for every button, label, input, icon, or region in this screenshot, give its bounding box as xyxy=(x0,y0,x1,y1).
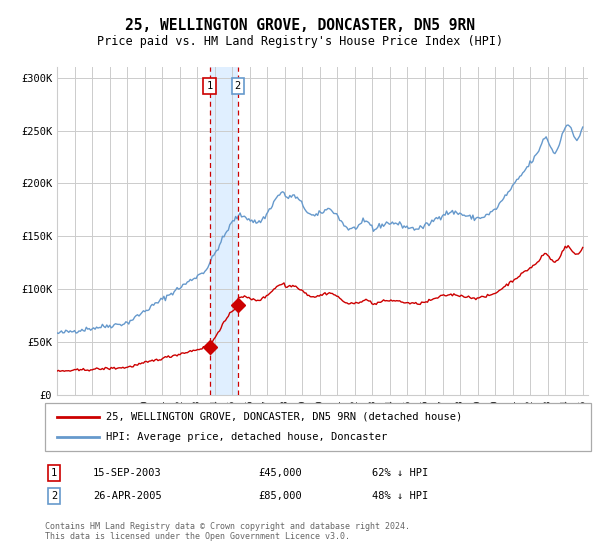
Text: 25, WELLINGTON GROVE, DONCASTER, DN5 9RN (detached house): 25, WELLINGTON GROVE, DONCASTER, DN5 9RN… xyxy=(106,412,463,422)
Text: £85,000: £85,000 xyxy=(258,491,302,501)
Text: HPI: Average price, detached house, Doncaster: HPI: Average price, detached house, Donc… xyxy=(106,432,388,442)
Text: £45,000: £45,000 xyxy=(258,468,302,478)
Text: 15-SEP-2003: 15-SEP-2003 xyxy=(93,468,162,478)
Text: 2: 2 xyxy=(235,81,241,91)
Bar xyxy=(209,67,238,395)
Text: 62% ↓ HPI: 62% ↓ HPI xyxy=(372,468,428,478)
Text: 26-APR-2005: 26-APR-2005 xyxy=(93,491,162,501)
Text: 1: 1 xyxy=(51,468,57,478)
Text: Contains HM Land Registry data © Crown copyright and database right 2024.
This d: Contains HM Land Registry data © Crown c… xyxy=(45,522,410,542)
Text: Price paid vs. HM Land Registry's House Price Index (HPI): Price paid vs. HM Land Registry's House … xyxy=(97,35,503,48)
Text: 48% ↓ HPI: 48% ↓ HPI xyxy=(372,491,428,501)
Text: 2: 2 xyxy=(51,491,57,501)
Text: 25, WELLINGTON GROVE, DONCASTER, DN5 9RN: 25, WELLINGTON GROVE, DONCASTER, DN5 9RN xyxy=(125,18,475,34)
Text: 1: 1 xyxy=(206,81,213,91)
